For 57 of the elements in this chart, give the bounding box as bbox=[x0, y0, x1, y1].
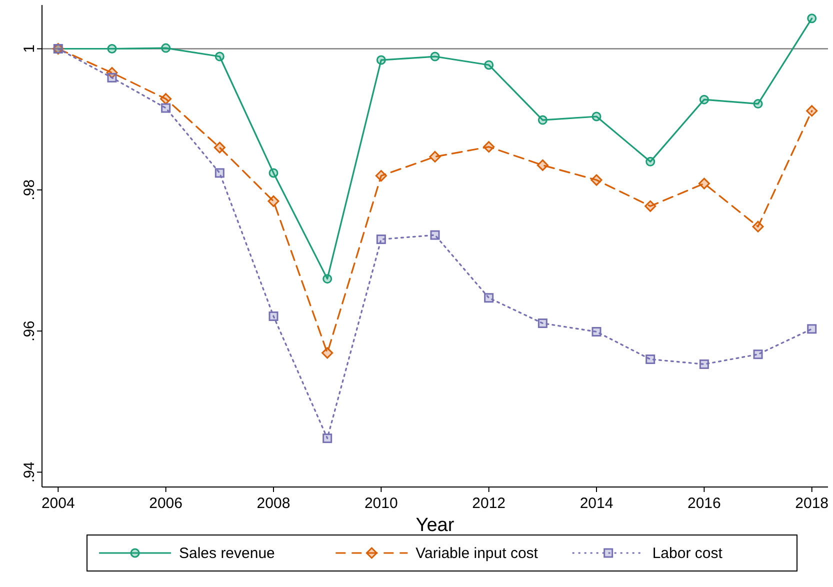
point bbox=[484, 293, 494, 303]
point bbox=[699, 94, 709, 104]
point bbox=[646, 156, 656, 166]
point bbox=[322, 274, 332, 284]
point bbox=[646, 354, 656, 364]
point bbox=[376, 55, 386, 65]
point bbox=[214, 52, 224, 62]
x-tick-label: 2004 bbox=[41, 495, 75, 512]
point bbox=[375, 170, 387, 182]
point bbox=[483, 141, 495, 153]
point bbox=[753, 99, 763, 109]
point bbox=[592, 326, 602, 336]
legend-label: Variable input cost bbox=[416, 545, 539, 562]
point bbox=[322, 347, 334, 359]
y-tick-label: .98 bbox=[21, 179, 38, 200]
point bbox=[644, 200, 656, 212]
point bbox=[107, 44, 117, 54]
point bbox=[430, 52, 440, 62]
point bbox=[538, 115, 548, 125]
point bbox=[699, 359, 709, 369]
point bbox=[536, 159, 548, 171]
y-tick-label: .94 bbox=[21, 462, 38, 483]
point bbox=[268, 195, 280, 207]
x-tick-label: 2010 bbox=[364, 495, 398, 512]
x-tick-label: 2008 bbox=[256, 495, 290, 512]
x-tick-label: 2018 bbox=[795, 495, 829, 512]
point bbox=[161, 43, 171, 53]
point bbox=[429, 150, 441, 162]
point bbox=[698, 178, 710, 190]
legend-label: Labor cost bbox=[652, 545, 724, 562]
point bbox=[214, 168, 224, 178]
point bbox=[753, 350, 763, 360]
x-tick-label: 2006 bbox=[149, 495, 183, 512]
point bbox=[538, 318, 548, 328]
point bbox=[590, 174, 602, 186]
point bbox=[268, 168, 278, 178]
point bbox=[107, 72, 117, 82]
point bbox=[752, 220, 764, 232]
point bbox=[592, 112, 602, 122]
y-tick-label: .96 bbox=[21, 320, 38, 342]
point bbox=[376, 234, 386, 244]
point bbox=[268, 311, 278, 321]
point bbox=[806, 105, 818, 117]
x-tick-label: 2016 bbox=[687, 495, 721, 512]
x-axis-title: Year bbox=[416, 515, 455, 536]
y-tick-label: 1 bbox=[21, 44, 38, 53]
point bbox=[214, 142, 226, 154]
x-tick-label: 2014 bbox=[580, 495, 614, 512]
point bbox=[322, 434, 332, 444]
point bbox=[430, 230, 440, 240]
x-tick-label: 2012 bbox=[472, 495, 506, 512]
point bbox=[161, 103, 171, 113]
legend-label: Sales revenue bbox=[179, 545, 275, 562]
point bbox=[160, 93, 172, 105]
point bbox=[807, 14, 817, 24]
point bbox=[807, 324, 817, 334]
point bbox=[484, 60, 494, 70]
